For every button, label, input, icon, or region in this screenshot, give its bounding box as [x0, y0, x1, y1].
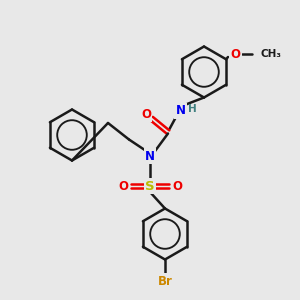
Text: O: O: [141, 107, 151, 121]
Text: Br: Br: [158, 274, 172, 288]
Text: O: O: [172, 179, 182, 193]
Text: N: N: [145, 149, 155, 163]
Text: CH₃: CH₃: [260, 49, 281, 59]
Text: O: O: [230, 47, 241, 61]
Text: S: S: [145, 179, 155, 193]
Text: H: H: [188, 103, 196, 114]
Text: O: O: [118, 179, 128, 193]
Text: N: N: [176, 104, 186, 118]
